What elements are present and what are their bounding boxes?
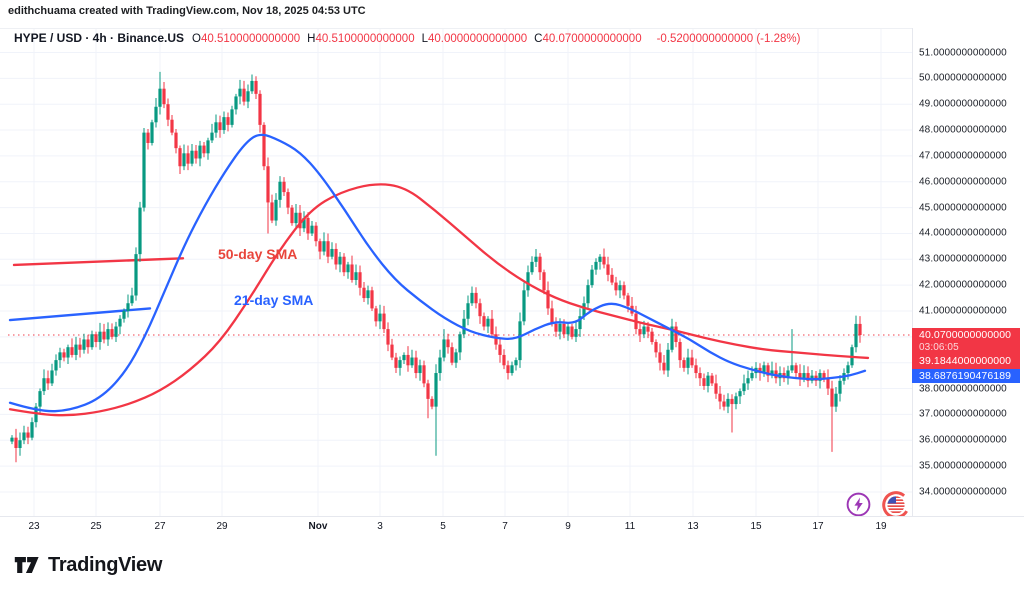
time-axis-label: 25 (90, 521, 102, 532)
time-axis-label: 29 (216, 521, 228, 532)
price-axis-label: 51.0000000000000 (919, 47, 1007, 58)
price-axis-label: 42.0000000000000 (919, 279, 1007, 291)
price-axis-label: 45.0000000000000 (919, 202, 1007, 214)
ohlc-value: 40.5100000000000 (201, 33, 301, 45)
chart-panel[interactable]: HYPE / USD · 4h · Binance.US O40.5100000… (0, 28, 1024, 519)
symbol-title[interactable]: HYPE / USD · 4h · Binance.US (14, 31, 185, 45)
ohlc-value: 40.0700000000000 (542, 33, 642, 45)
price-axis-label: 49.0000000000000 (919, 98, 1007, 110)
time-axis-label: 23 (28, 521, 40, 532)
sma21-label: 21-day SMA (234, 292, 314, 308)
ohlc-value: 40.5100000000000 (315, 33, 415, 45)
last-price-value: 40.0700000000000 (919, 329, 1012, 341)
price-scale[interactable]: 51.0000000000000 50.0000000000000 49.00000… (912, 28, 1024, 516)
time-axis-label: 5 (440, 521, 446, 532)
time-axis-label: 27 (154, 521, 166, 532)
binance-us-flag-icon[interactable] (881, 490, 911, 520)
price-axis-label: 47.0000000000000 (919, 150, 1007, 162)
sma50-label: 50-day SMA (218, 246, 298, 262)
ohlc-row: O40.5100000000000 H40.5100000000000 L40.00… (192, 33, 649, 45)
ohlc-value: 40.0000000000000 (428, 33, 528, 45)
time-axis-label: Nov (308, 521, 328, 532)
ohlc-item: H40.5100000000000 (307, 33, 414, 45)
tradingview-wordmark: TradingView (48, 553, 163, 576)
price-axis-label: 35.0000000000000 (919, 460, 1007, 472)
time-axis-label: 17 (812, 521, 824, 532)
time-axis-label: 7 (502, 521, 508, 532)
time-axis-label: 11 (624, 521, 636, 532)
sma21-price-badge[interactable]: 38.6876190476189 (912, 369, 1020, 383)
time-axis-label: 13 (687, 521, 699, 532)
time-scale[interactable]: 23 25 27 29 Nov 3 5 7 9 11 13 15 17 19 (0, 516, 1024, 541)
time-axis-label: 19 (875, 521, 887, 532)
ohlc-label: C (534, 33, 543, 45)
time-axis-label: 15 (750, 521, 762, 532)
ohlc-item: O40.5100000000000 (192, 33, 300, 45)
last-price-badge[interactable]: 40.0700000000000 03:06:05 (912, 328, 1020, 354)
price-axis-label: 36.0000000000000 (919, 434, 1007, 446)
price-axis-label: 50.0000000000000 (919, 72, 1007, 84)
ohlc-label: O (192, 33, 201, 45)
attribution-text: edithchuama created with TradingView.com… (8, 5, 366, 17)
ohlc-item: C40.0700000000000 (534, 33, 641, 45)
lightning-badge-icon[interactable] (845, 491, 872, 518)
price-axis-label: 44.0000000000000 (919, 227, 1007, 239)
ohlc-item: L40.0000000000000 (422, 33, 528, 45)
tradingview-footer[interactable]: TradingView (14, 553, 162, 577)
bar-countdown: 03:06:05 (919, 341, 959, 353)
price-axis-label: 46.0000000000000 (919, 176, 1007, 188)
sma50-price-badge[interactable]: 39.1844000000000 (912, 354, 1020, 369)
time-axis-label: 3 (377, 521, 383, 532)
tradingview-logo-icon (14, 557, 39, 573)
ohlc-label: L (421, 33, 428, 45)
price-axis-label: 43.0000000000000 (919, 253, 1007, 265)
chart-legend: HYPE / USD · 4h · Binance.US O40.5100000… (14, 31, 800, 45)
price-axis-label: 38.0000000000000 (919, 383, 1007, 395)
ohlc-label: H (307, 33, 316, 45)
price-axis-label: 34.0000000000000 (919, 486, 1007, 498)
change-value: -0.5200000000000 (-1.28%) (656, 33, 801, 45)
candlestick-chart[interactable] (0, 28, 1024, 516)
time-axis-label: 9 (565, 521, 571, 532)
price-axis-label: 48.0000000000000 (919, 124, 1007, 136)
price-axis-label: 41.0000000000000 (919, 305, 1007, 317)
price-axis-label: 37.0000000000000 (919, 408, 1007, 420)
